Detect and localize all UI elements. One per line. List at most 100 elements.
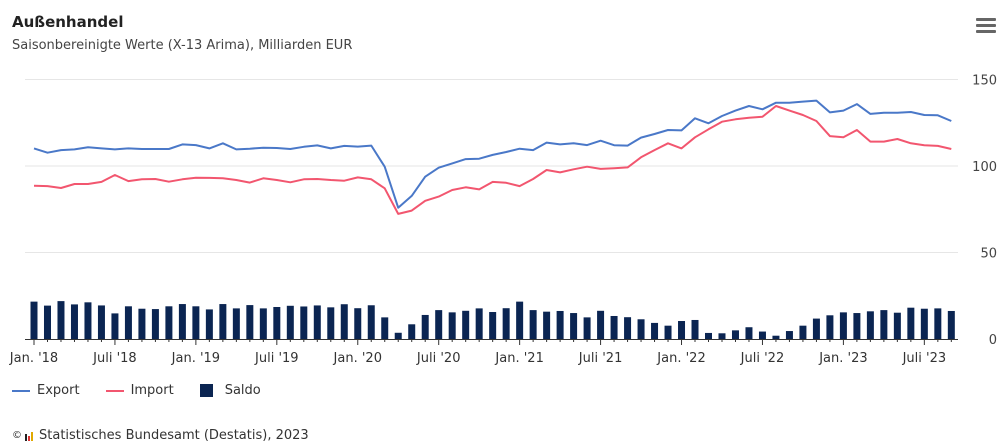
saldo-bar xyxy=(273,306,281,339)
destatis-logo-icon xyxy=(25,431,34,441)
x-tick-label: Jan. '21 xyxy=(494,351,543,366)
x-tick-label: Juli '23 xyxy=(902,351,947,366)
legend-label-import: Import xyxy=(130,383,174,398)
saldo-bar xyxy=(354,308,362,339)
saldo-bar xyxy=(516,301,524,339)
saldo-bar xyxy=(543,311,551,339)
saldo-bar xyxy=(30,301,38,339)
saldo-square-icon xyxy=(199,384,213,397)
saldo-bar xyxy=(583,317,591,339)
import-line-icon xyxy=(105,389,124,392)
legend-item-import[interactable]: Import xyxy=(105,383,174,398)
saldo-bar xyxy=(502,308,510,339)
saldo-bar xyxy=(624,317,632,339)
saldo-bar xyxy=(84,302,92,339)
saldo-bar xyxy=(529,310,537,339)
saldo-bar xyxy=(111,313,119,339)
chart-title: Außenhandel xyxy=(12,13,124,31)
saldo-bar xyxy=(812,318,820,339)
saldo-bar xyxy=(448,312,456,339)
saldo-bar xyxy=(866,311,874,339)
saldo-bar xyxy=(556,310,564,339)
legend: Export Import Saldo xyxy=(12,383,287,398)
saldo-bar xyxy=(691,319,699,339)
x-tick-label: Jan. '20 xyxy=(333,351,382,366)
chart-plot: 0 50 100 150 Jan. '18 Juli '18 Jan. '19 Juli '1… xyxy=(9,74,997,367)
saldo-bar xyxy=(570,313,578,339)
saldo-bar xyxy=(610,315,618,339)
saldo-bar xyxy=(246,305,254,339)
saldo-bar xyxy=(475,308,483,339)
legend-label-export: Export xyxy=(37,383,80,398)
x-tick-label: Jan. '23 xyxy=(818,351,867,366)
saldo-bar xyxy=(934,308,942,339)
saldo-bar xyxy=(381,317,389,339)
import-line xyxy=(33,105,952,215)
source-credit: © Statistisches Bundesamt (Destatis), 20… xyxy=(12,428,309,443)
x-tick-label: Jan. '18 xyxy=(9,351,58,366)
saldo-bar xyxy=(165,306,173,339)
export-line-icon xyxy=(12,389,30,392)
saldo-bar xyxy=(313,305,321,339)
saldo-bar xyxy=(178,304,186,339)
saldo-bar xyxy=(435,310,443,339)
saldo-bar xyxy=(678,321,686,339)
saldo-bar xyxy=(664,325,672,339)
copyright-symbol: © xyxy=(12,430,22,441)
saldo-bar xyxy=(43,305,51,339)
saldo-bar xyxy=(300,306,308,339)
saldo-bar xyxy=(340,304,348,339)
saldo-bar xyxy=(745,327,753,339)
saldo-bar xyxy=(219,304,227,339)
saldo-bar xyxy=(259,308,267,339)
saldo-bar xyxy=(597,310,605,339)
x-tick-label: Juli '18 xyxy=(92,351,137,366)
saldo-bar xyxy=(421,314,429,339)
x-tick-label: Juli '19 xyxy=(254,351,299,366)
y-tick-label: 150 xyxy=(972,74,997,89)
legend-item-saldo[interactable]: Saldo xyxy=(199,383,261,398)
saldo-bar xyxy=(772,335,780,339)
saldo-bar xyxy=(893,312,901,339)
saldo-bar xyxy=(205,309,213,339)
saldo-bar xyxy=(408,324,416,339)
x-tick-label: Jan. '22 xyxy=(656,351,705,366)
hamburger-menu-icon[interactable] xyxy=(976,18,996,34)
saldo-bar xyxy=(731,330,739,339)
saldo-bar xyxy=(785,331,793,339)
saldo-bar xyxy=(138,308,146,339)
saldo-bar xyxy=(637,319,645,339)
saldo-bar xyxy=(920,308,928,339)
saldo-bar xyxy=(70,304,78,339)
saldo-bar xyxy=(826,315,834,339)
saldo-bar xyxy=(124,306,132,339)
saldo-bar xyxy=(839,312,847,339)
saldo-bar xyxy=(232,308,240,339)
export-line xyxy=(33,99,952,209)
chart-subtitle: Saisonbereinigte Werte (X-13 Arima), Mil… xyxy=(12,38,353,53)
y-tick-label: 0 xyxy=(989,333,997,348)
credit-text: Statistisches Bundesamt (Destatis), 2023 xyxy=(39,428,309,443)
x-tick-label: Juli '22 xyxy=(740,351,785,366)
saldo-bar xyxy=(651,322,659,339)
x-tick-label: Juli '20 xyxy=(416,351,461,366)
x-tick-label: Jan. '19 xyxy=(171,351,220,366)
saldo-bar xyxy=(758,331,766,339)
saldo-bar xyxy=(705,332,712,339)
saldo-bar xyxy=(799,325,807,339)
saldo-bar xyxy=(286,305,294,339)
y-tick-label: 100 xyxy=(972,160,997,175)
saldo-bar xyxy=(394,332,402,339)
x-tick-label: Juli '21 xyxy=(578,351,623,366)
y-tick-label: 50 xyxy=(980,247,997,262)
saldo-bar xyxy=(880,310,888,339)
saldo-bar xyxy=(853,313,861,339)
saldo-bar xyxy=(57,301,65,339)
saldo-bar xyxy=(489,312,497,339)
legend-label-saldo: Saldo xyxy=(224,383,261,398)
legend-item-export[interactable]: Export xyxy=(12,383,80,398)
saldo-bar xyxy=(947,310,955,339)
saldo-bar xyxy=(97,305,105,339)
saldo-bar xyxy=(462,310,470,339)
saldo-bar xyxy=(151,309,159,339)
